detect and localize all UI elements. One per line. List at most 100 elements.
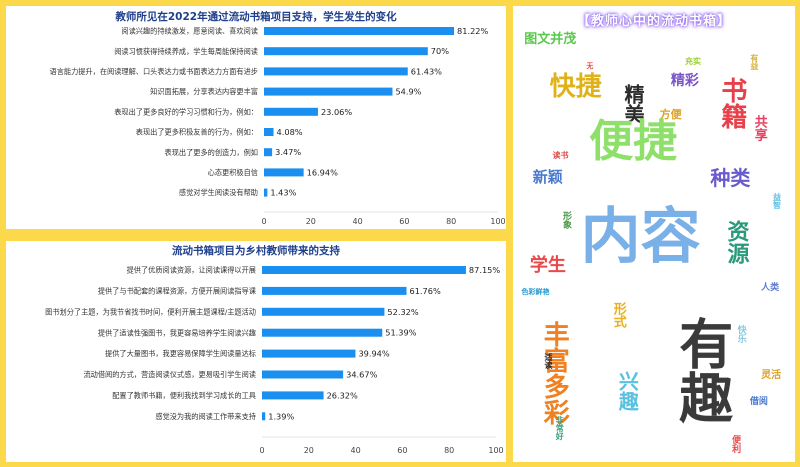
c2-x-tick-label: 20: [304, 446, 314, 455]
c2-category-label: 提供了大量图书，我更容易保障学生阅读量达标: [105, 349, 256, 358]
wordcloud-word: 灵活: [761, 369, 782, 381]
c2-value-label: 51.39%: [385, 328, 416, 338]
wordcloud-word: 便捷: [589, 116, 678, 167]
c1-bar: [264, 27, 455, 35]
c2-x-tick-label: 40: [351, 446, 361, 455]
wordcloud-panel: 【教师心中的流动书箱】 图文并茂充实 有益无快捷 精美 精彩 书籍方便共享读书 便捷新颖 种…: [513, 6, 795, 462]
wordcloud-word: 有趣: [669, 316, 733, 425]
c1-value-label: 54.9%: [395, 87, 421, 97]
c1-value-label: 16.94%: [307, 167, 338, 177]
c2-category-label: 提供了与书配套的课程资源，方便开展阅读指导课: [98, 287, 256, 296]
c1-bar: [264, 87, 393, 96]
wordcloud-word: 无: [586, 62, 594, 70]
c2-bar: [262, 391, 324, 400]
wordcloud-word: 资源: [723, 220, 749, 265]
wordcloud-word: 图文并茂: [524, 32, 577, 48]
c2-x-tick-label: 100: [488, 446, 503, 455]
c1-category-label: 阅读兴趣的持续激发，愿意阅读、喜欢阅读: [121, 27, 258, 36]
c1-x-tick-label: 20: [306, 217, 316, 226]
c1-bar: [264, 107, 318, 116]
c2-bar: [262, 370, 344, 379]
wordcloud-word: 色彩鲜艳: [521, 287, 550, 296]
c1-category-label: 表现出了更多积极友善的行为，例如：: [136, 128, 258, 137]
wordcloud-word: 学生: [529, 254, 566, 276]
c1-category-label: 表现出了更多良好的学习习惯和行为，例如：: [114, 107, 258, 116]
c1-x-tick-label: 60: [399, 217, 409, 226]
chart-panel-student-changes: 教师所见在2022年通过流动书箱项目支持，学生发生的变化 0 20 40 60 80 100…: [6, 6, 506, 229]
wordcloud-word: 新颖: [532, 168, 563, 187]
wordcloud-word: 人类: [761, 283, 780, 294]
wordcloud-word: 丰富多彩: [539, 320, 570, 425]
c1-bar: [264, 168, 304, 177]
c1-value-label: 81.22%: [457, 26, 488, 36]
c1-x-tick-label: 100: [490, 217, 505, 226]
c2-category-label: 配置了教师书籍，便利我找到学习成长的工具: [112, 391, 256, 400]
wordcloud-word: 兴趣: [615, 370, 640, 411]
wordcloud-word: 精彩: [670, 73, 699, 90]
c1-category-label: 心态更积极自信: [208, 168, 258, 177]
c2-x-tick-label: 0: [259, 446, 264, 455]
c1-x-tick-label: 40: [353, 217, 363, 226]
wordcloud-word: 形式: [610, 302, 626, 329]
c2-bar: [262, 328, 383, 337]
c2-x-tick-label: 80: [444, 446, 454, 455]
c1-value-label: 4.08%: [277, 127, 303, 137]
c2-value-label: 39.94%: [358, 349, 389, 359]
c2-title: 流动书箱项目为乡村教师带来的支持: [172, 244, 340, 257]
wordcloud-word: 精美: [620, 83, 645, 124]
wordcloud-word: 内容: [580, 201, 701, 272]
wordcloud-word: 方便: [659, 107, 682, 121]
c1-value-label: 3.47%: [275, 147, 301, 157]
wordcloud-title: 【教师心中的流动书箱】: [576, 14, 731, 29]
c2-bar: [262, 266, 466, 274]
c2-value-label: 61.76%: [410, 286, 441, 296]
c1-bar: [264, 188, 268, 197]
c2-value-label: 52.32%: [387, 307, 418, 317]
c2-value-label: 26.32%: [327, 390, 358, 400]
wordcloud-word: 有益: [749, 53, 759, 70]
wordcloud-word: 种类: [710, 165, 751, 190]
c1-value-label: 61.43%: [411, 66, 442, 76]
wordcloud-word: 快捷: [549, 72, 602, 103]
wordcloud-word: 快乐: [735, 325, 746, 344]
wordcloud-word: 共享: [751, 115, 767, 142]
c2-bar: [262, 412, 266, 421]
wordcloud-word: 便利: [730, 434, 741, 453]
wordcloud-word: 形象: [560, 211, 571, 230]
c1-bar: [264, 148, 273, 157]
chart-teacher-support: 流动书箱项目为乡村教师带来的支持 0 20 40 60 80 100 提供了优质阅读资源，让阅…: [45, 244, 504, 455]
c1-value-label: 23.06%: [321, 107, 352, 117]
c2-value-label: 34.67%: [346, 370, 377, 380]
wordcloud-word: 书籍: [716, 76, 747, 129]
c1-bar: [264, 128, 274, 136]
c1-value-label: 70%: [431, 46, 449, 56]
wordcloud-word: 读书: [552, 150, 569, 160]
c1-x-tick-label: 0: [261, 217, 266, 226]
c2-category-label: 流动借阅的方式，营造阅读仪式感，更易吸引学生阅读: [83, 370, 256, 379]
c2-category-label: 提供了适读性强图书，我更容易培养学生阅读兴趣: [98, 328, 256, 337]
c1-category-label: 语言能力提升，在阅读理解、口头表达力或书面表达力方面有进步: [50, 67, 258, 76]
wordcloud-word: 借阅: [749, 397, 768, 408]
c1-category-label: 感觉对学生阅读没有帮助: [179, 188, 258, 197]
c2-category-label: 提供了优质阅读资源，让阅读课得以开展: [127, 266, 256, 275]
c1-x-tick-label: 80: [446, 217, 456, 226]
c2-value-label: 1.39%: [268, 411, 294, 421]
c1-category-label: 阅读习惯获得持续养成，学生每周能保持阅读: [114, 47, 258, 56]
c1-title: 教师所见在2022年通过流动书箱项目支持，学生发生的变化: [114, 10, 397, 23]
wordcloud-word: 充实: [685, 57, 702, 67]
c2-bar: [262, 307, 385, 316]
c1-category-label: 表现出了更多的创造力，例如: [165, 148, 258, 157]
wordcloud-word: 非常好: [555, 416, 565, 441]
c1-category-label: 知识面拓展，分享表达内容更丰富: [150, 87, 258, 96]
wordcloud-word: 益智: [772, 192, 782, 209]
c2-category-label: 图书划分了主题，为我节省找书时间，便利开展主题课程/主题活动: [45, 307, 256, 316]
c2-x-tick-label: 60: [397, 446, 407, 455]
c1-bar: [264, 67, 408, 76]
chart-student-changes: 教师所见在2022年通过流动书箱项目支持，学生发生的变化 0 20 40 60 80 100…: [50, 10, 506, 226]
c1-bar: [264, 47, 428, 56]
wordcloud-word: 适读: [544, 352, 554, 369]
c2-bar: [262, 286, 407, 295]
c2-category-label: 感觉没为我的阅读工作带来支持: [155, 412, 256, 421]
c1-value-label: 1.43%: [270, 188, 296, 198]
c2-bar: [262, 349, 356, 358]
